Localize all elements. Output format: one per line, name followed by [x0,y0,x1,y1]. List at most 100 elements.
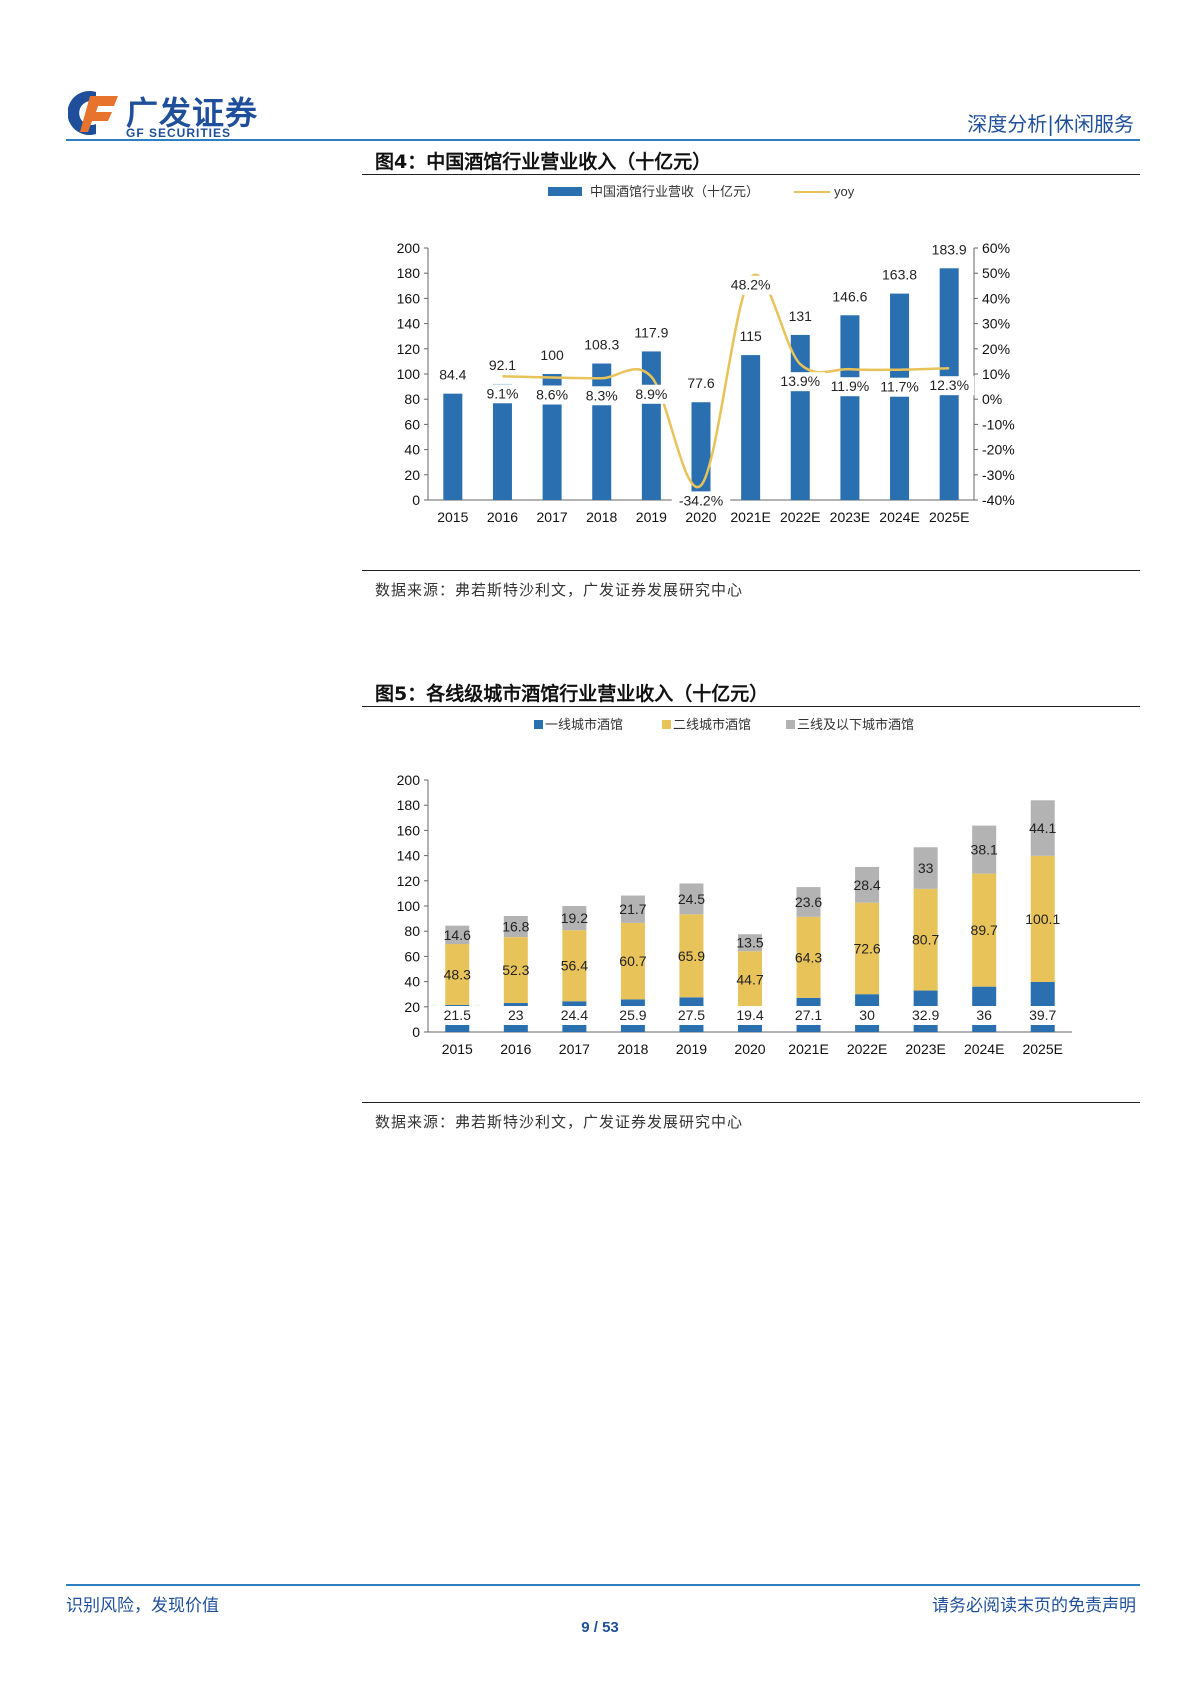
revenue-bar [492,383,512,500]
y-tick-label: 200 [397,240,421,256]
tier2-segment [445,944,470,1005]
x-tick-label: 2016 [487,509,518,525]
revenue-value-label: 108.3 [584,337,619,353]
revenue-bar [840,315,860,500]
y-tick-label: 0 [412,1024,420,1040]
tier3-value-label: 13.5 [736,935,763,951]
figure5-source: 数据来源：弗若斯特沙利文，广发证券发展研究中心 [375,1113,744,1131]
x-tick-label: 2017 [537,509,568,525]
revenue-value-label: 183.9 [932,241,967,257]
yoy-label-bg [775,372,826,392]
y2-tick-label: -30% [982,467,1015,483]
yoy-value-label: 11.9% [831,378,870,394]
yoy-label-bg [725,275,776,295]
tier2-value-label: 52.3 [502,962,529,978]
y2-tick-label: 40% [982,290,1010,306]
x-tick-label: 2020 [685,509,716,525]
tier3-segment [503,915,528,938]
tier3-value-label: 16.8 [502,919,529,935]
report-type: 深度分析|休闲服务 [967,112,1134,136]
y-tick-label: 140 [397,848,421,864]
yoy-value-label: 48.2% [731,277,771,293]
revenue-bar [641,351,661,500]
y2-tick-label: 60% [982,240,1010,256]
revenue-yoy-chart: 中国酒馆行业营收（十亿元） yoy 0 20 40 60 80 100 120 140 160 180… [397,184,1015,525]
legend-swatch-tier2 [662,720,671,729]
figure4-top-rule [362,174,1140,175]
tier-city-stacked-chart: 一线城市酒馆 二线城市酒馆 三线及以下城市酒馆 0 20 40 60 80 100 120 140 1… [397,717,1072,1057]
y-tick-label: 120 [397,341,421,357]
yoy-value-label: 11.7% [880,379,919,395]
tier1-label-bg [854,1006,880,1025]
footer-slogan: 识别风险，发现价值 [66,1596,219,1616]
y2-tick-label: 20% [982,341,1010,357]
revenue-value-label: 131 [789,308,813,324]
x-tick-label: 2024E [879,509,919,525]
tier1-label-bg [436,1006,479,1025]
tier2-value-label: 100.1 [1025,911,1060,927]
tier2-value-label: 72.6 [853,940,880,956]
tier2-value-label: 64.3 [795,949,822,965]
tier2-segment [738,951,762,1008]
x-tick-label: 2022E [780,509,820,525]
tier1-value-label: 21.5 [444,1007,471,1023]
tier2-segment [913,888,938,991]
legend-swatch-tier1 [534,720,543,729]
yoy-label-bg [924,376,975,396]
footer-divider [66,1584,1140,1586]
tier2-value-label: 60.7 [619,953,646,969]
legend-swatch-tier3 [786,720,795,729]
y-tick-label: 160 [397,290,421,306]
logo-mark-icon [67,91,118,135]
legend-label-yoy: yoy [834,184,855,199]
tier1-value-label: 19.4 [736,1007,763,1023]
brand-name-en: GF SECURITIES [126,126,232,140]
tier1-value-label: 27.5 [678,1007,705,1023]
tier2-value-label: 48.3 [444,966,471,982]
revenue-bar [443,393,463,500]
x-tick-label: 2025E [1022,1041,1062,1057]
footer-disclaimer: 请务必阅读末页的免责声明 [932,1596,1136,1616]
tier1-label-bg [553,1006,596,1025]
tier2-value-label: 44.7 [736,971,763,987]
x-tick-label: 2023E [830,509,870,525]
tier2-segment [503,937,528,1004]
revenue-bar [890,293,910,500]
y2-tick-label: -40% [982,492,1015,508]
y-tick-label: 40 [404,974,420,990]
x-tick-label: 2019 [636,509,667,525]
tier3-segment [738,934,762,952]
yoy-label-bg [481,384,524,404]
tier2-segment [562,930,587,1002]
x-tick-label: 2016 [500,1041,531,1057]
yoy-label-bg [580,386,623,406]
y-tick-label: 0 [412,492,420,508]
tier1-label-bg [787,1006,830,1025]
revenue-bar [741,355,761,500]
legend-label-tier1: 一线城市酒馆 [545,717,623,733]
tier2-segment [620,922,645,1000]
yoy-label-bg [671,491,731,511]
legend-label-tier3: 三线及以下城市酒馆 [797,717,914,733]
revenue-value-label: 92.1 [489,357,516,373]
yoy-value-label: 12.3% [929,377,969,393]
x-tick-label: 2022E [847,1041,887,1057]
tier2-segment [679,914,704,998]
yoy-label-bg [630,384,673,404]
yoy-value-label: 8.3% [586,387,618,403]
y2-tick-label: 10% [982,366,1010,382]
tier3-value-label: 23.6 [795,894,822,910]
tier3-value-label: 21.7 [619,901,646,917]
tier1-value-label: 32.9 [912,1007,939,1023]
tier2-segment [1030,855,1055,982]
tier3-segment [445,925,470,945]
tier3-segment [796,887,821,917]
x-tick-label: 2018 [586,509,617,525]
tier1-label-bg [904,1006,947,1025]
revenue-bar [592,363,612,500]
tier3-segment [913,847,938,889]
tier2-segment [972,873,997,987]
y-tick-label: 180 [397,797,421,813]
tier2-value-label: 89.7 [971,922,998,938]
x-tick-label: 2025E [929,509,969,525]
